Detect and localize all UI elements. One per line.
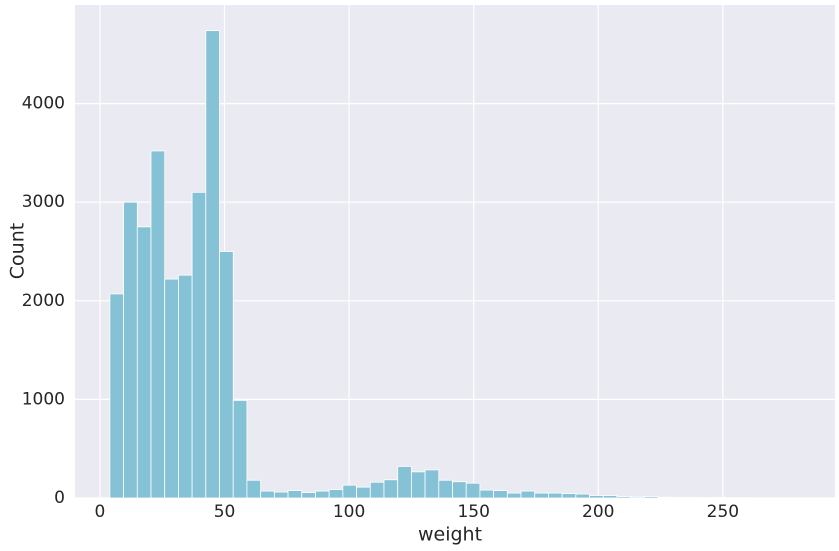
bar [301, 492, 316, 499]
x-axis-label: weight [418, 524, 482, 546]
bar [397, 466, 412, 499]
x-tick-label: 150 [457, 502, 489, 522]
bar [178, 274, 193, 499]
bar [506, 492, 522, 499]
x-tick-label: 0 [95, 502, 106, 522]
x-tick-label: 250 [707, 502, 739, 522]
bar [383, 479, 399, 499]
x-tick-label: 100 [333, 502, 365, 522]
bar [575, 493, 590, 499]
bar [424, 469, 440, 499]
y-axis-label: Count [7, 223, 29, 279]
bar [561, 493, 577, 499]
bar [260, 490, 275, 499]
bar [246, 479, 262, 499]
bar [452, 481, 467, 499]
x-tick-label: 50 [214, 502, 236, 522]
bar [205, 30, 220, 499]
bar [534, 492, 549, 499]
bar [438, 479, 453, 499]
bar [369, 481, 385, 499]
bar [164, 278, 179, 499]
bar [109, 293, 124, 499]
y-tick-label: 3000 [22, 192, 65, 212]
bar [465, 482, 481, 499]
bar [287, 490, 303, 499]
bar [602, 495, 618, 499]
bar [356, 486, 371, 499]
bar [328, 489, 344, 499]
bar [150, 150, 166, 499]
bar [548, 492, 563, 499]
bar [342, 484, 357, 499]
y-tick-label: 2000 [22, 291, 65, 311]
bar [232, 399, 248, 499]
bar [273, 491, 289, 499]
bar [657, 496, 673, 499]
bar [136, 226, 152, 499]
bar [493, 490, 508, 499]
bar [589, 495, 604, 499]
bar [630, 496, 645, 499]
y-tick-label: 0 [54, 488, 65, 508]
bar [616, 496, 632, 499]
bar [410, 471, 426, 499]
bar [191, 191, 207, 499]
bar [315, 490, 330, 499]
x-tick-label: 200 [582, 502, 614, 522]
bar [643, 496, 659, 499]
y-tick-label: 1000 [22, 389, 65, 409]
bar [479, 489, 495, 499]
y-tick-label: 4000 [22, 94, 65, 114]
bar [520, 490, 536, 499]
bar [219, 251, 234, 499]
bar [123, 201, 138, 499]
